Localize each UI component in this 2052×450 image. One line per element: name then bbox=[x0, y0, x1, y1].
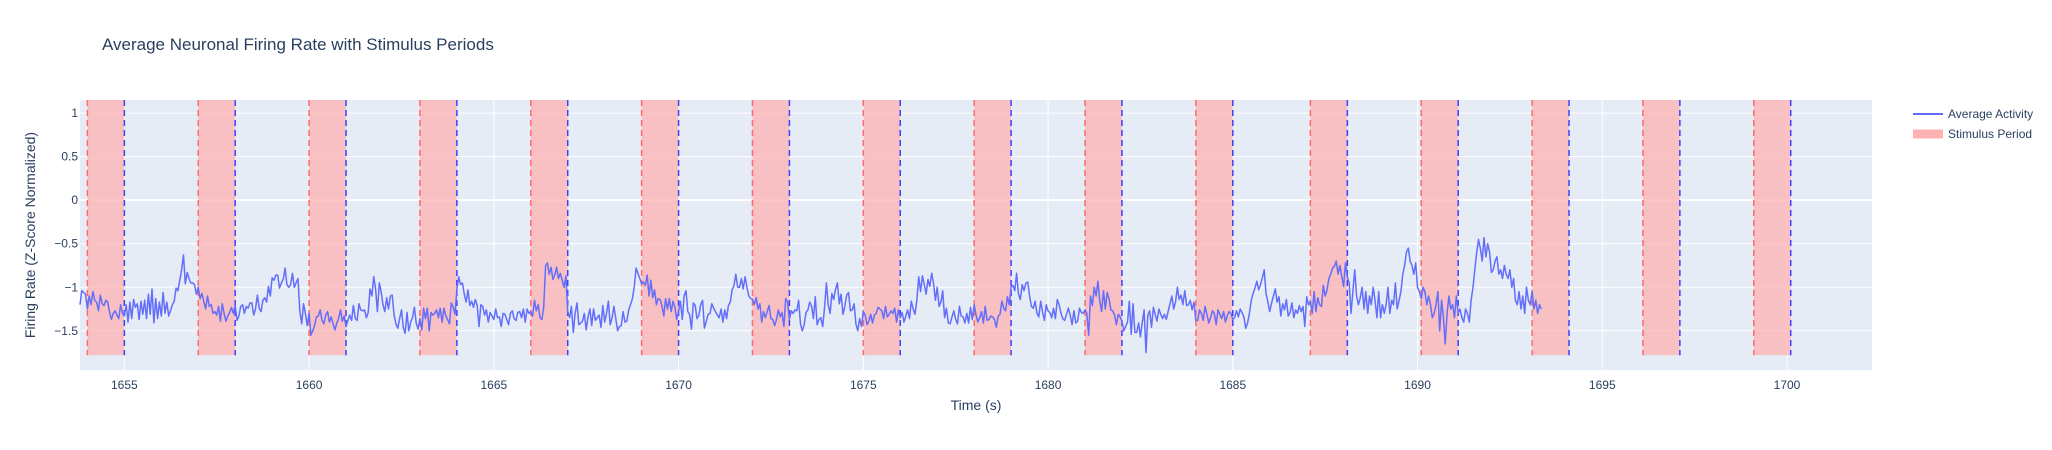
stimulus-period bbox=[1642, 100, 1680, 356]
y-tick-label: 0 bbox=[71, 193, 78, 207]
x-tick-label: 1685 bbox=[1219, 378, 1246, 392]
stimulus-period bbox=[87, 100, 125, 356]
x-tick-label: 1655 bbox=[111, 378, 138, 392]
y-tick-label: 0.5 bbox=[61, 150, 78, 164]
y-tick-label: 1 bbox=[71, 106, 78, 120]
legend-label-stimulus-period[interactable]: Stimulus Period bbox=[1948, 127, 2032, 141]
x-tick-label: 1695 bbox=[1589, 378, 1616, 392]
stimulus-period bbox=[198, 100, 236, 356]
y-axis-title: Firing Rate (Z-Score Normalized) bbox=[22, 132, 38, 338]
activity-line-layer bbox=[79, 236, 1542, 354]
x-tick-label: 1700 bbox=[1774, 378, 1801, 392]
average-activity-line[interactable] bbox=[79, 236, 1542, 354]
x-tick-label: 1665 bbox=[480, 378, 507, 392]
stimulus-period bbox=[1532, 100, 1570, 356]
stimulus-periods bbox=[86, 100, 1792, 356]
x-tick-label: 1690 bbox=[1404, 378, 1431, 392]
stimulus-period bbox=[1310, 100, 1348, 356]
stimulus-period bbox=[1084, 100, 1122, 356]
stimulus-period bbox=[1753, 100, 1791, 356]
stimulus-period bbox=[530, 100, 568, 356]
stimulus-period bbox=[1421, 100, 1459, 356]
legend[interactable]: Average Activity Stimulus Period bbox=[1913, 107, 2033, 141]
x-tick-label: 1680 bbox=[1035, 378, 1062, 392]
stimulus-period bbox=[863, 100, 901, 356]
x-axis-title: Time (s) bbox=[951, 397, 1002, 413]
y-tick-label: −0.5 bbox=[54, 237, 78, 251]
stimulus-period bbox=[752, 100, 790, 356]
legend-label-average-activity[interactable]: Average Activity bbox=[1948, 107, 2033, 121]
stimulus-period bbox=[309, 100, 347, 356]
axis-ticks: 1655 1660 1665 1670 1675 1680 1685 1690 1695 1700… bbox=[54, 106, 1800, 392]
x-tick-label: 1670 bbox=[665, 378, 692, 392]
stimulus-period bbox=[641, 100, 679, 356]
y-tick-label: −1.5 bbox=[54, 324, 78, 338]
x-tick-label: 1660 bbox=[296, 378, 323, 392]
x-tick-label: 1675 bbox=[850, 378, 877, 392]
stimulus-period bbox=[974, 100, 1012, 356]
chart-title: Average Neuronal Firing Rate with Stimul… bbox=[102, 35, 494, 54]
y-tick-label: −1 bbox=[64, 280, 78, 294]
